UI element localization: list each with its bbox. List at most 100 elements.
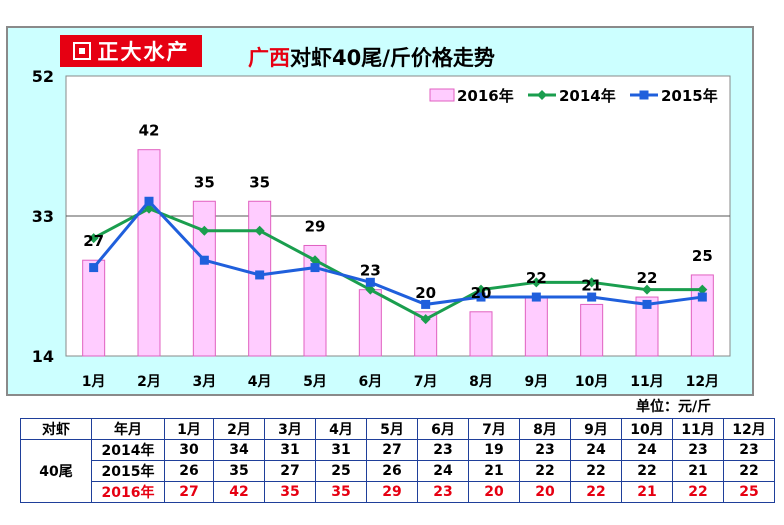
bar-data-label: 27 (83, 232, 104, 250)
y-tick-label: 33 (32, 207, 54, 226)
point-2015 (587, 292, 597, 302)
table-value-cell: 24 (621, 439, 673, 461)
bar-data-label: 23 (360, 262, 381, 280)
table-size-label: 40尾 (20, 439, 92, 503)
bar-data-label: 20 (471, 284, 492, 302)
point-2015 (642, 299, 652, 309)
table-value-cell: 35 (315, 481, 367, 503)
title-region: 广西 (248, 46, 290, 70)
point-2014 (88, 233, 99, 244)
table-value-cell: 35 (213, 460, 265, 482)
legend-marker (639, 90, 649, 100)
x-tick-label: 3月 (192, 374, 216, 390)
y-tick-label: 14 (32, 347, 54, 366)
table-month-header: 10月 (621, 418, 673, 440)
table-value-cell: 23 (723, 439, 775, 461)
point-2015 (255, 270, 265, 280)
point-2014 (531, 277, 542, 288)
x-tick-label: 10月 (575, 374, 608, 390)
point-2015 (531, 292, 541, 302)
point-2015 (421, 299, 431, 309)
bar-data-label: 21 (581, 276, 602, 294)
point-2014 (254, 225, 265, 236)
table-value-cell: 22 (570, 481, 622, 503)
table-value-cell: 31 (264, 439, 316, 461)
table-month-header: 5月 (366, 418, 418, 440)
table-value-cell: 24 (570, 439, 622, 461)
bar-data-label: 25 (692, 247, 713, 265)
x-tick-label: 8月 (469, 374, 493, 390)
bar-2016 (580, 303, 604, 357)
brand-logo: 正大水产 (60, 35, 202, 67)
bar-data-label: 22 (637, 269, 658, 287)
legend-label: 2014年 (559, 87, 616, 105)
bar-data-label: 42 (139, 122, 160, 140)
x-tick-label: 9月 (524, 374, 548, 390)
table-value-cell: 19 (468, 439, 520, 461)
table-value-cell: 25 (315, 460, 367, 482)
table-value-cell: 27 (164, 481, 214, 503)
bar-data-label: 22 (526, 269, 547, 287)
x-tick-label: 4月 (248, 374, 272, 390)
point-2014 (199, 225, 210, 236)
table-value-cell: 22 (621, 460, 673, 482)
legend-label: 2016年 (457, 87, 514, 105)
series-line-2014年 (92, 206, 703, 321)
table-month-header: 4月 (315, 418, 367, 440)
bar-2016 (192, 200, 216, 357)
point-2014 (365, 284, 376, 295)
table-value-cell: 29 (366, 481, 418, 503)
table-value-cell: 35 (264, 481, 316, 503)
table-value-cell: 31 (315, 439, 367, 461)
bar-2016 (358, 289, 382, 357)
table-month-header: 1月 (164, 418, 214, 440)
point-2014 (642, 284, 652, 295)
legend-marker (537, 90, 547, 100)
table-value-cell: 26 (164, 460, 214, 482)
table-month-header: 6月 (417, 418, 469, 440)
table-value-cell: 25 (723, 481, 775, 503)
table-value-cell: 22 (672, 481, 724, 503)
y-tick-label: 52 (32, 67, 54, 86)
table-value-cell: 21 (672, 460, 724, 482)
table-value-cell: 27 (264, 460, 316, 482)
table-value-cell: 20 (519, 481, 571, 503)
table-corner: 对虾 (20, 418, 92, 440)
logo-mark-icon (72, 42, 91, 60)
bar-data-label: 35 (249, 173, 270, 191)
legend-label: 2015年 (661, 87, 718, 105)
table-value-cell: 27 (366, 439, 418, 461)
x-tick-label: 6月 (358, 374, 382, 390)
logo-text: 正大水产 (97, 40, 190, 64)
point-2014 (310, 255, 320, 266)
x-tick-label: 11月 (630, 374, 663, 390)
point-2015 (365, 277, 375, 287)
series-line-2015年 (92, 199, 703, 306)
bar-2016 (82, 259, 106, 357)
point-2015 (310, 263, 320, 273)
bar-2016 (635, 296, 659, 357)
table-row: 2015年 26 35 27 25 26 24 21 22 22 22 21 22 (21, 460, 775, 482)
legend-swatch-2016 (429, 88, 455, 102)
chart-title: 广西对虾40尾/斤价格走势 (248, 42, 495, 72)
point-2015 (144, 196, 154, 206)
bar-data-label: 35 (194, 173, 215, 191)
x-tick-label: 5月 (303, 374, 327, 390)
bar-2016 (414, 311, 438, 357)
bar-2016 (303, 244, 327, 357)
title-text: 对虾40尾/斤价格走势 (290, 46, 495, 70)
table-month-header: 12月 (723, 418, 775, 440)
point-2015 (476, 292, 486, 302)
x-tick-label: 7月 (414, 374, 438, 390)
table-month-header: 9月 (570, 418, 622, 440)
point-2014 (420, 314, 431, 325)
data-table: 对虾 年月 1月 2月 3月 4月 5月 6月 7月 8月 9月 10月 11月 12月 40尾 2014年 3… (20, 418, 775, 503)
point-2014 (697, 284, 708, 295)
table-year-header: 年月 (91, 418, 165, 440)
table-value-cell: 23 (417, 481, 469, 503)
table-header-row: 对虾 年月 1月 2月 3月 4月 5月 6月 7月 8月 9月 10月 11月 12月 (20, 418, 775, 440)
point-2015 (199, 255, 209, 265)
point-2015 (89, 263, 99, 273)
table-year-cell: 2016年 (91, 481, 165, 503)
